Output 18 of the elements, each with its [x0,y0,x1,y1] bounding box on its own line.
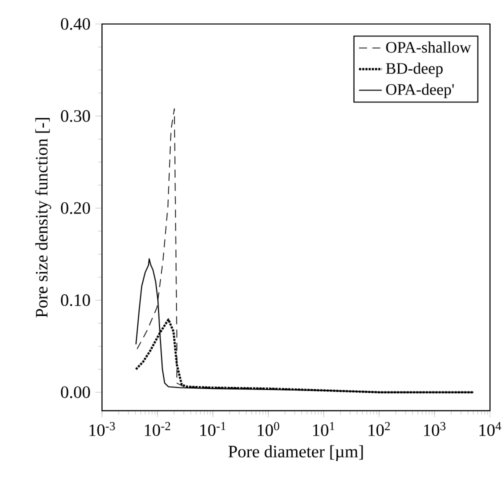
y-tick-label: 0.30 [60,110,90,122]
y-tick-label: 0.40 [60,18,90,30]
x-tick-label: 10$^{-3}$ [89,422,115,436]
y-tick-label: 0.00 [60,386,90,398]
x-tick-label: 10$^{1}$ [313,422,334,436]
x-axis-title: Pore diameter [µm] [228,445,363,461]
y-tick-label: 0.20 [60,202,90,214]
legend-label: BD-deep [386,62,443,78]
y-axis-title: Pore size density function [-] [35,118,52,318]
x-tick-label: 10$^{4}$ [479,422,502,436]
legend-label: OPA-deep' [386,84,454,98]
x-tick-label: 10$^{0}$ [258,422,280,436]
x-tick-label: 10$^{-2}$ [144,422,170,436]
x-tick-label: 10$^{2}$ [368,422,390,436]
x-tick-label: 10$^{-1}$ [200,422,226,436]
x-tick-label: 10$^{3}$ [424,422,446,436]
y-tick-label: 0.10 [60,294,90,306]
legend-label: OPA-shallow [386,41,472,53]
